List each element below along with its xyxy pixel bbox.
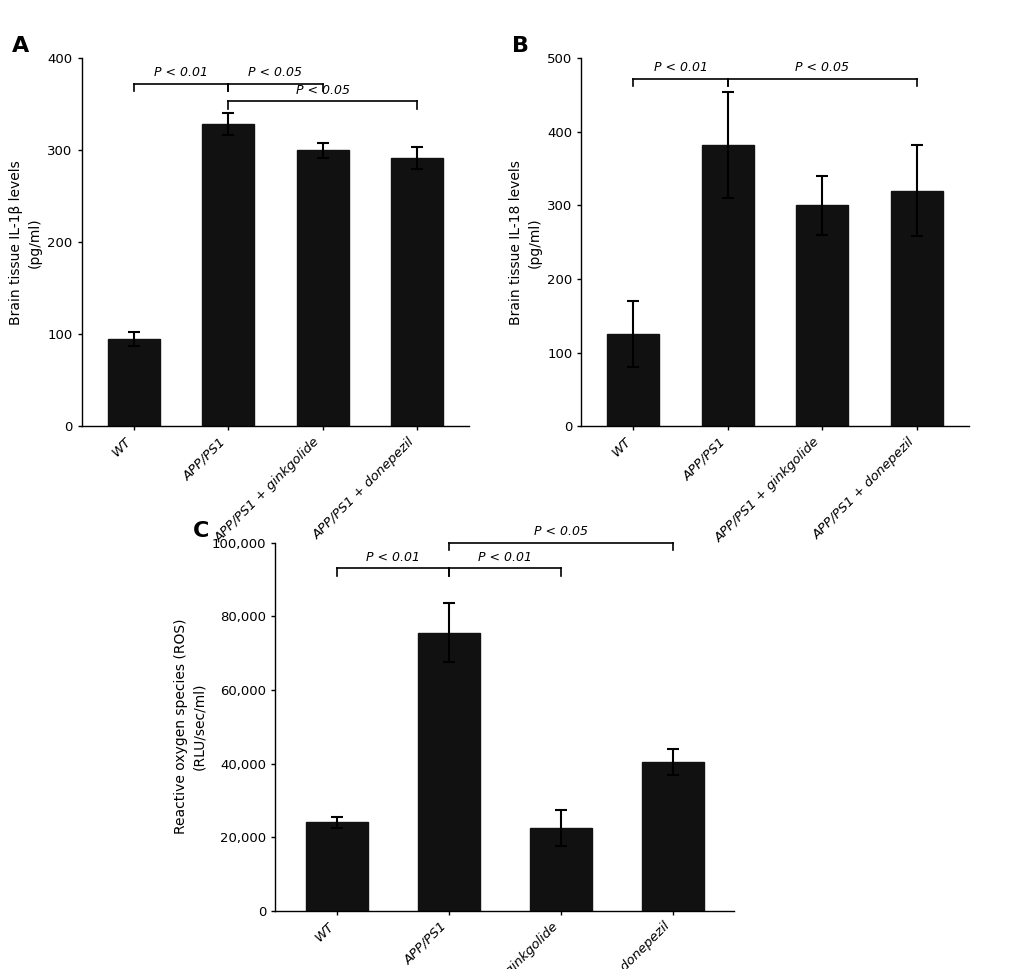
Text: P < 0.05: P < 0.05 <box>533 525 587 538</box>
Bar <box>796 205 848 426</box>
Bar <box>641 762 703 911</box>
Bar <box>891 191 943 426</box>
Bar <box>107 339 159 426</box>
Text: P < 0.01: P < 0.01 <box>366 551 420 564</box>
Y-axis label: Brain tissue IL-18 levels
(pg/ml): Brain tissue IL-18 levels (pg/ml) <box>508 160 541 325</box>
Text: A: A <box>12 36 30 56</box>
Text: C: C <box>193 520 209 541</box>
Text: P < 0.05: P < 0.05 <box>795 61 849 75</box>
Y-axis label: Brain tissue IL-1β levels
(pg/ml): Brain tissue IL-1β levels (pg/ml) <box>9 160 42 325</box>
Bar <box>701 145 753 426</box>
Bar <box>606 334 658 426</box>
Bar <box>418 633 479 911</box>
Text: P < 0.05: P < 0.05 <box>296 84 350 97</box>
Text: P < 0.05: P < 0.05 <box>249 67 302 79</box>
Text: P < 0.01: P < 0.01 <box>653 61 707 75</box>
Bar <box>306 823 368 911</box>
Text: P < 0.01: P < 0.01 <box>478 551 531 564</box>
Text: P < 0.01: P < 0.01 <box>154 67 208 79</box>
Bar <box>202 124 254 426</box>
Bar <box>530 828 591 911</box>
Y-axis label: Reactive oxygen species (ROS)
(RLU/sec/ml): Reactive oxygen species (ROS) (RLU/sec/m… <box>174 619 206 834</box>
Bar <box>391 158 443 426</box>
Bar <box>297 150 348 426</box>
Text: B: B <box>512 36 528 56</box>
